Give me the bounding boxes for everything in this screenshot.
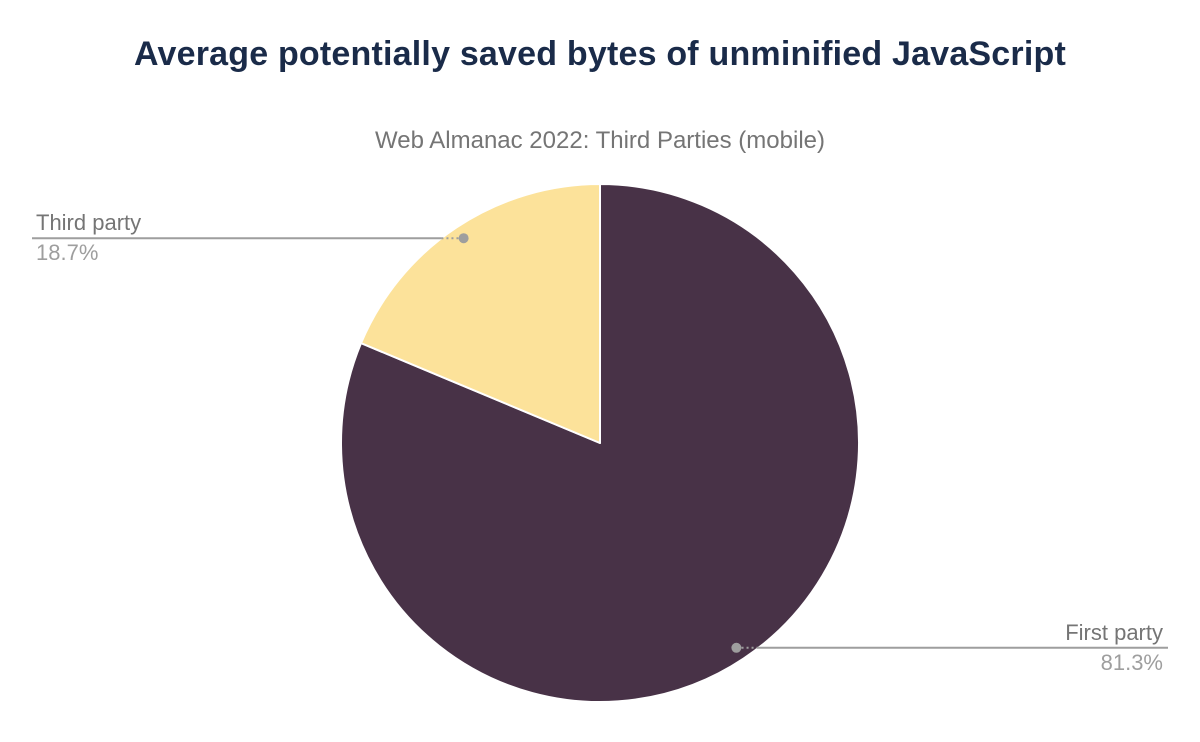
leader-dot-third-party: [458, 233, 469, 244]
slice-label-first-party: First party: [1065, 620, 1163, 645]
slice-value-first-party: 81.3%: [1101, 650, 1163, 675]
pie-slice-third-party: [360, 183, 601, 444]
leader-dot-first-party: [731, 642, 742, 653]
slice-value-third-party: 18.7%: [36, 240, 98, 265]
slice-label-third-party: Third party: [36, 210, 141, 235]
chart-title: Average potentially saved bytes of unmin…: [133, 35, 1066, 73]
chart-subtitle: Web Almanac 2022: Third Parties (mobile): [375, 127, 825, 154]
